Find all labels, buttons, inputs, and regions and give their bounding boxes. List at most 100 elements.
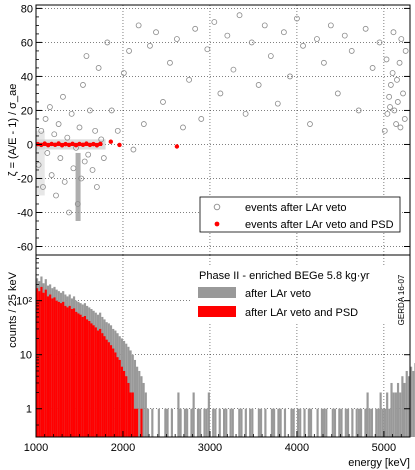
- bottom-legend-title: Phase II - enriched BEGe 5.8 kg·yr: [199, 270, 370, 282]
- bottom-bar-lar-veto-psd: [53, 297, 56, 437]
- bottom-bar-lar-veto-psd: [92, 325, 95, 437]
- top-point-lar-veto: [300, 42, 306, 49]
- bottom-bar-lar-veto: [183, 408, 187, 437]
- bottom-bar-lar-veto: [205, 408, 208, 437]
- bottom-bar-lar-veto: [223, 408, 226, 437]
- bottom-bar-lar-veto-psd: [103, 336, 106, 437]
- top-point-lar-veto: [48, 172, 55, 178]
- bottom-bar-lar-veto: [279, 408, 282, 437]
- top-point-lar-veto: [66, 209, 72, 216]
- bottom-bar-lar-veto-psd: [62, 301, 65, 437]
- bottom-bar-lar-veto-psd: [81, 316, 84, 437]
- legend-gray-swatch: [198, 287, 236, 298]
- bottom-bar-lar-veto-psd: [129, 392, 132, 437]
- top-point-lar-veto-psd: [63, 141, 68, 147]
- top-point-lar-veto: [369, 65, 376, 71]
- bottom-bar-lar-veto: [238, 408, 241, 437]
- legend-filled-circle-marker: [214, 221, 220, 227]
- top-point-lar-veto-psd: [73, 142, 79, 148]
- bottom-bar-lar-veto: [394, 392, 397, 437]
- bottom-bar-lar-veto: [338, 408, 341, 437]
- bottom-bar-lar-veto: [346, 408, 350, 437]
- bottom-y-tick-label: 10²: [16, 296, 32, 308]
- bottom-bar-lar-veto: [270, 408, 274, 437]
- bottom-bar-lar-veto: [212, 408, 215, 437]
- bottom-bar-lar-veto-psd: [40, 286, 43, 437]
- bottom-x-tick-label: 1000: [24, 442, 48, 454]
- top-point-lar-veto: [44, 150, 51, 156]
- bottom-bar-lar-veto-psd: [86, 319, 89, 437]
- bottom-bar-lar-veto-psd: [64, 305, 67, 437]
- top-point-lar-veto-psd: [91, 141, 96, 147]
- bottom-bar-lar-veto: [249, 408, 252, 437]
- bottom-x-tick-label: 4000: [285, 442, 309, 454]
- bottom-x-axis-title: energy [keV]: [348, 457, 410, 469]
- top-point-lar-veto: [76, 124, 83, 131]
- top-point-lar-veto: [38, 127, 45, 134]
- bottom-bar-lar-veto: [138, 370, 141, 437]
- top-point-lar-veto: [114, 127, 121, 134]
- top-point-lar-veto: [401, 116, 408, 122]
- bottom-bar-lar-veto-psd: [140, 408, 143, 437]
- bottom-bar-lar-veto-psd: [46, 296, 50, 437]
- top-point-lar-veto: [261, 22, 268, 29]
- top-point-lar-veto: [160, 99, 166, 105]
- top-point-lar-veto: [294, 15, 300, 22]
- top-point-lar-veto: [341, 32, 348, 39]
- bottom-bar-lar-veto: [273, 408, 276, 437]
- top-point-lar-veto-psd: [49, 141, 54, 147]
- bottom-bar-lar-veto: [177, 392, 180, 437]
- top-point-lar-veto: [167, 59, 173, 66]
- bottom-bar-lar-veto: [410, 366, 413, 437]
- top-point-lar-veto-psd: [56, 141, 61, 146]
- bottom-bar-lar-veto: [303, 408, 306, 437]
- bottom-bar-lar-veto: [259, 408, 263, 437]
- top-point-lar-veto: [396, 59, 403, 66]
- top-point-lar-veto: [53, 192, 59, 199]
- bottom-bar-lar-veto: [344, 408, 347, 437]
- bottom-bar-lar-veto-psd: [122, 370, 126, 437]
- bottom-bar-lar-veto: [136, 366, 139, 437]
- bottom-bar-lar-veto-psd: [55, 300, 58, 437]
- bottom-bar-lar-veto-psd: [83, 316, 87, 437]
- top-y-tick-label: -20: [17, 173, 33, 185]
- bottom-bar-lar-veto: [170, 408, 173, 437]
- bottom-bar-lar-veto-psd: [96, 330, 100, 437]
- bottom-bar-lar-veto-psd: [131, 392, 134, 437]
- top-point-lar-veto: [397, 124, 404, 131]
- bottom-bar-lar-veto: [240, 408, 243, 437]
- bottom-bar-lar-veto-psd: [133, 408, 137, 437]
- top-point-lar-veto: [57, 155, 64, 161]
- top-point-lar-veto-psd: [87, 142, 93, 148]
- top-point-lar-veto: [348, 48, 355, 54]
- bottom-bar-lar-veto: [225, 408, 228, 437]
- bottom-bar-lar-veto: [309, 408, 313, 437]
- top-point-lar-veto-psd: [77, 141, 82, 147]
- bottom-bar-lar-veto: [307, 408, 310, 437]
- bottom-bar-lar-veto: [218, 408, 221, 437]
- top-point-lar-veto: [394, 99, 401, 105]
- bottom-bar-lar-veto: [405, 370, 408, 437]
- top-point-lar-veto: [267, 53, 274, 59]
- bottom-bar-lar-veto: [333, 408, 337, 437]
- bottom-bar-lar-veto: [351, 408, 354, 437]
- bottom-bar-lar-veto: [375, 408, 378, 437]
- top-point-lar-veto: [390, 29, 397, 36]
- bottom-bar-lar-veto-psd: [99, 328, 102, 437]
- bottom-bar-lar-veto: [257, 408, 260, 437]
- bottom-bar-lar-veto-psd: [125, 376, 128, 437]
- top-point-lar-veto: [186, 76, 192, 83]
- bottom-bar-lar-veto-psd: [90, 323, 93, 437]
- top-point-lar-veto: [93, 184, 100, 190]
- bottom-bar-lar-veto: [366, 392, 369, 437]
- top-point-lar-veto: [383, 56, 390, 63]
- bottom-y-axis-title: counts / 25 keV: [7, 271, 19, 347]
- bottom-bar-lar-veto-psd: [77, 313, 80, 437]
- bottom-bar-lar-veto: [144, 392, 147, 437]
- top-point-lar-veto: [61, 178, 68, 185]
- top-point-lar-veto: [42, 116, 49, 122]
- top-point-lar-veto: [307, 121, 313, 127]
- top-point-lar-veto-psd: [39, 142, 44, 148]
- top-point-lar-veto: [402, 48, 409, 54]
